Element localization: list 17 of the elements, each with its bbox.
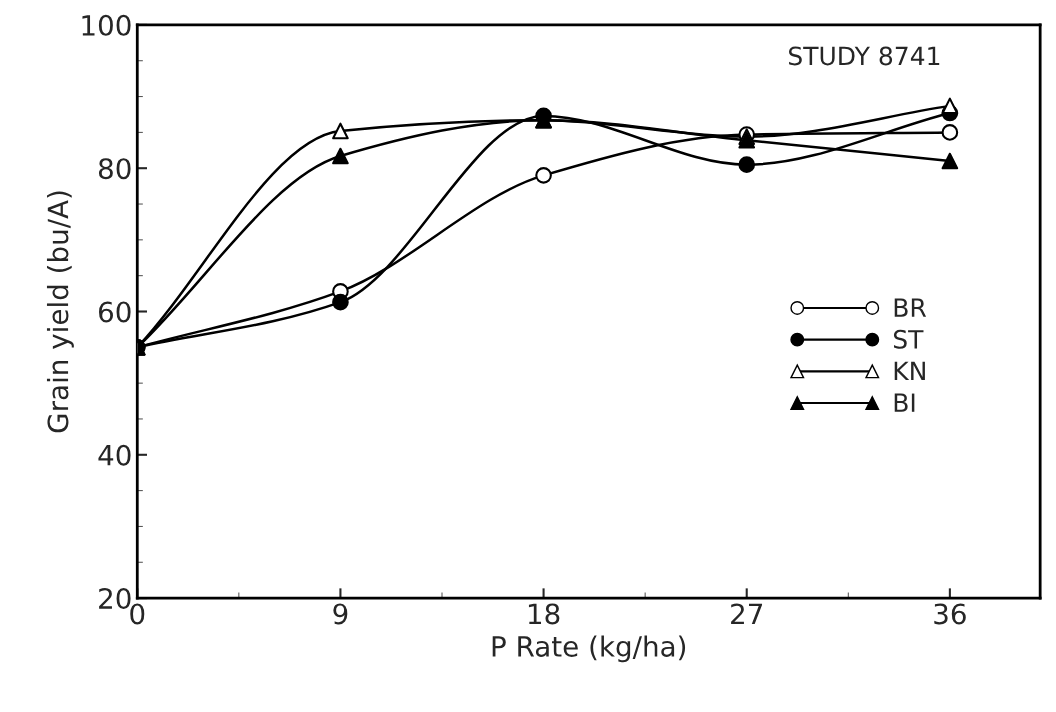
x-tick-label: 18 [528,603,560,625]
y-tick-label: 100 [82,14,131,36]
legend-label: BR [894,298,927,317]
y-tick-label: 20 [99,588,131,610]
x-tick-label: 36 [934,603,966,625]
x-tick-label: 9 [333,603,348,625]
legend-label: BI [894,393,915,412]
legend-label: ST [893,329,924,349]
x-tick-label: 0 [130,603,145,625]
text: STUDY 8741 [789,46,940,66]
y-tick-label: 40 [98,444,131,466]
y-tick-label: 80 [98,158,131,180]
y-axis-title: Grain yield (bu/A) [46,191,74,433]
x-tick-label: 27 [731,603,763,625]
y-tick-label: 60 [99,301,131,323]
x-axis-title: P Rate (kg/ha) [492,635,686,663]
legend-label: KN [894,361,925,381]
